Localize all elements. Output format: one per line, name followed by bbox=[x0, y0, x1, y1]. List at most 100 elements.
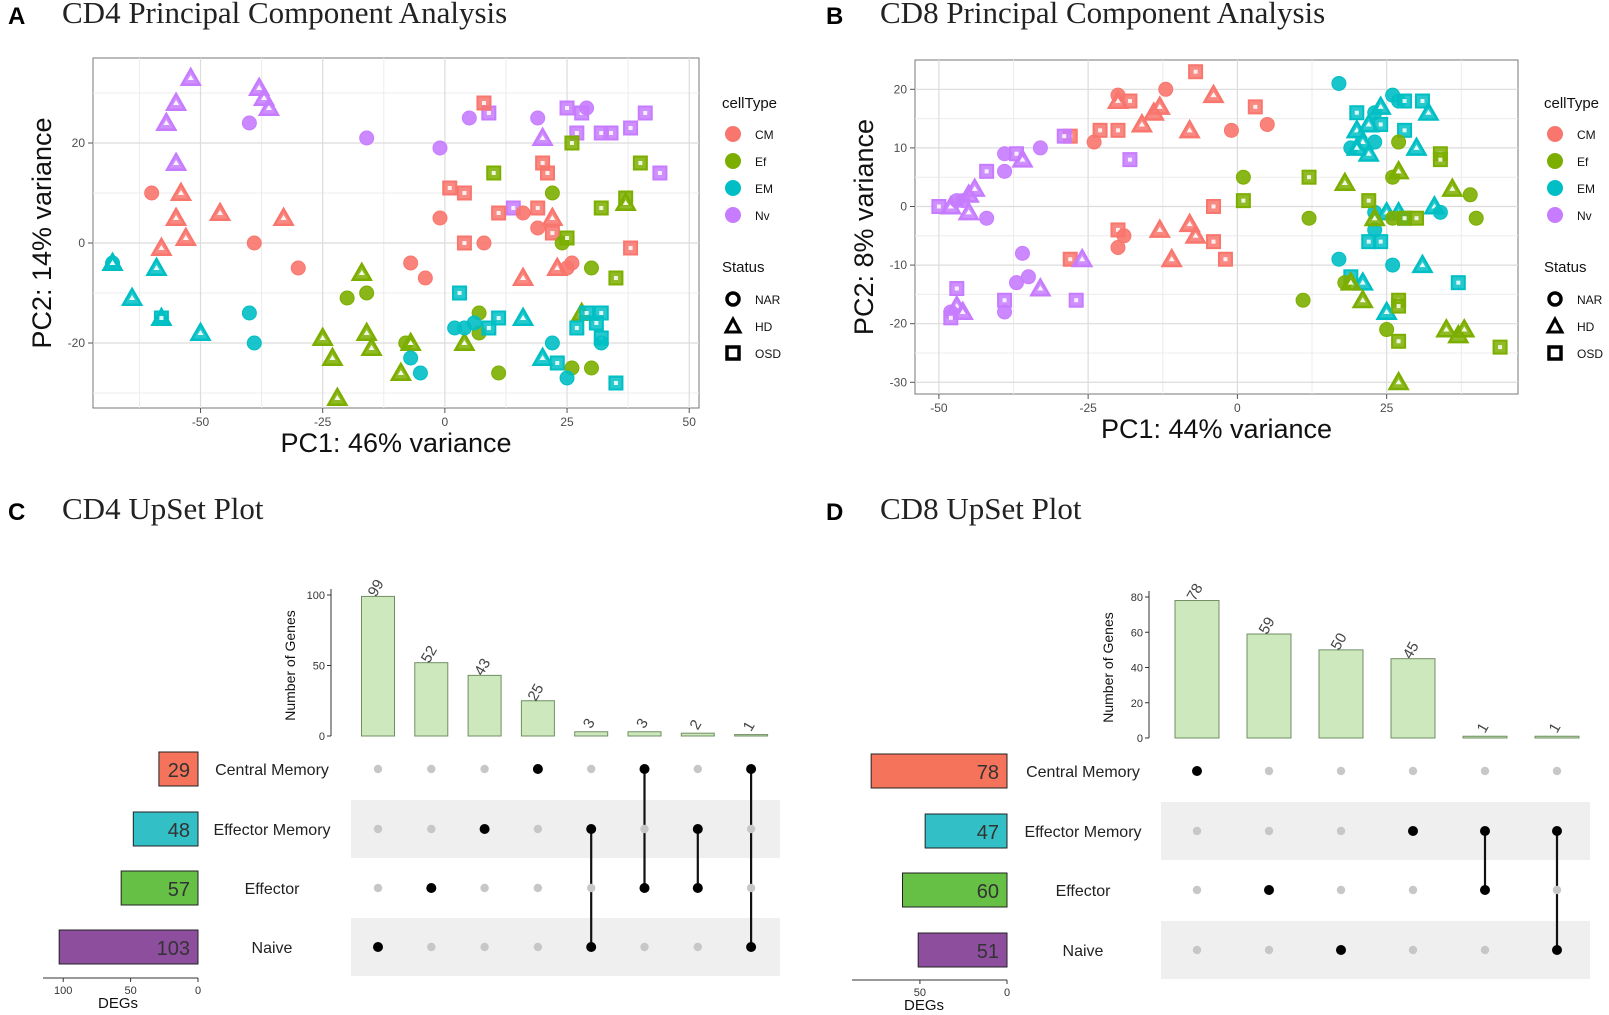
point-triangle-center bbox=[173, 100, 180, 105]
point-triangle-center bbox=[1037, 285, 1044, 291]
point-square-center bbox=[1127, 157, 1132, 162]
point-square-center bbox=[1115, 128, 1120, 133]
y-tick-label: 20 bbox=[72, 136, 86, 150]
matrix-dot-inactive bbox=[1264, 826, 1274, 836]
matrix-dot-inactive bbox=[533, 883, 543, 893]
point-square-center bbox=[638, 161, 643, 165]
point-square-center bbox=[1378, 122, 1383, 127]
point-triangle-center bbox=[1371, 215, 1378, 221]
matrix-dot-inactive bbox=[427, 764, 436, 774]
point-triangle-center bbox=[407, 340, 414, 345]
point-triangle-center bbox=[1168, 256, 1175, 262]
point-triangle-center bbox=[1156, 226, 1163, 232]
matrix-dot-inactive bbox=[427, 824, 436, 834]
point-triangle-center bbox=[1443, 326, 1450, 332]
point-square-center bbox=[565, 236, 570, 240]
upset-chart-cd4: 0 50 100 Number of Genes 99 52 43 25 3 3 2 1 29 Centr… bbox=[43, 577, 780, 1012]
legend-celltype-swatch bbox=[1547, 207, 1563, 223]
matrix-dot-inactive bbox=[640, 942, 649, 952]
matrix-row-shade bbox=[351, 918, 780, 976]
set-size-bar bbox=[917, 932, 1008, 968]
point-triangle-center bbox=[163, 120, 170, 125]
y-tick-label: -30 bbox=[890, 375, 908, 389]
legend-status-label: NAR bbox=[755, 293, 781, 307]
point-circle bbox=[544, 185, 560, 201]
point-square-center bbox=[565, 106, 570, 110]
point-square-center bbox=[491, 171, 496, 175]
matrix-dot-active bbox=[692, 883, 703, 893]
point-circle bbox=[1385, 257, 1401, 273]
point-circle bbox=[290, 260, 306, 276]
matrix-dot-inactive bbox=[373, 824, 383, 834]
point-circle bbox=[583, 260, 599, 276]
point-square-center bbox=[486, 111, 491, 115]
point-triangle-center bbox=[1079, 256, 1086, 262]
point-square-center bbox=[1211, 204, 1216, 209]
intersection-bar-label: 45 bbox=[1400, 639, 1423, 662]
point-circle bbox=[1014, 245, 1030, 261]
point-circle bbox=[241, 115, 257, 131]
x-tick-label: 0 bbox=[442, 415, 449, 429]
matrix-dot-active bbox=[586, 942, 597, 952]
set-size-label: 29 bbox=[168, 760, 190, 782]
intersection-bar-label: 59 bbox=[1256, 614, 1279, 637]
matrix-dot-inactive bbox=[640, 824, 649, 834]
matrix-row-shade bbox=[351, 800, 780, 858]
matrix-dot-inactive bbox=[1192, 885, 1202, 895]
intersection-bar bbox=[414, 662, 449, 737]
matrix-dot-active bbox=[1336, 945, 1346, 955]
point-triangle-center bbox=[461, 340, 468, 345]
point-triangle-center bbox=[334, 395, 341, 400]
bar-axis-label: Number of Genes bbox=[1100, 612, 1116, 723]
point-circle bbox=[1235, 169, 1251, 185]
point-square-center bbox=[1115, 227, 1120, 232]
point-square-center bbox=[954, 286, 959, 291]
point-square-center bbox=[574, 326, 579, 330]
matrix-dot-inactive bbox=[1480, 766, 1490, 776]
point-triangle-center bbox=[1395, 379, 1402, 385]
point-circle bbox=[359, 285, 375, 301]
matrix-dot-inactive bbox=[1480, 945, 1490, 955]
point-circle bbox=[417, 270, 433, 286]
matrix-dot-inactive bbox=[1408, 766, 1418, 776]
panel-letter-B: B bbox=[826, 3, 843, 30]
legend-celltype-label: CM bbox=[1577, 128, 1596, 142]
set-size-bar bbox=[924, 813, 1008, 849]
set-size-label: 103 bbox=[157, 938, 190, 960]
point-circle bbox=[1086, 134, 1102, 150]
point-circle bbox=[1259, 116, 1275, 132]
matrix-row-shade bbox=[1161, 802, 1590, 860]
legend-status-title: Status bbox=[722, 259, 765, 276]
y-tick-label: 10 bbox=[894, 141, 908, 155]
point-triangle-center bbox=[1365, 150, 1372, 156]
point-square-center bbox=[948, 315, 953, 320]
legend-status-swatch bbox=[725, 291, 741, 307]
matrix-row-shade bbox=[1161, 921, 1590, 979]
point-circle bbox=[1462, 187, 1478, 203]
point-square-center bbox=[511, 206, 516, 210]
x-tick-label: -25 bbox=[314, 415, 332, 429]
legend-status-title: Status bbox=[1544, 259, 1587, 276]
matrix-dot-active bbox=[426, 883, 437, 893]
matrix-dot-active bbox=[532, 764, 543, 774]
point-square-center bbox=[984, 169, 989, 174]
point-circle bbox=[583, 360, 599, 376]
panel-title-A: CD4 Principal Component Analysis bbox=[62, 0, 507, 30]
point-square-center bbox=[1098, 128, 1103, 133]
matrix-dot-inactive bbox=[533, 824, 543, 834]
x-tick-label: -50 bbox=[192, 415, 210, 429]
point-square-center bbox=[1402, 128, 1407, 133]
point-square-center bbox=[1366, 239, 1371, 244]
panel-letter-D: D bbox=[826, 499, 843, 526]
point-circle bbox=[515, 205, 531, 221]
point-triangle-center bbox=[397, 370, 404, 375]
matrix-dot-inactive bbox=[746, 883, 756, 893]
point-circle bbox=[359, 130, 375, 146]
point-triangle-center bbox=[256, 85, 263, 90]
point-square-center bbox=[569, 141, 574, 145]
bar-y-tick-label: 100 bbox=[307, 590, 325, 602]
point-triangle-center bbox=[1156, 103, 1163, 109]
set-size-tick-label: 50 bbox=[914, 987, 926, 999]
intersection-bar-label: 25 bbox=[524, 681, 547, 704]
x-axis-label: PC1: 46% variance bbox=[280, 428, 511, 458]
